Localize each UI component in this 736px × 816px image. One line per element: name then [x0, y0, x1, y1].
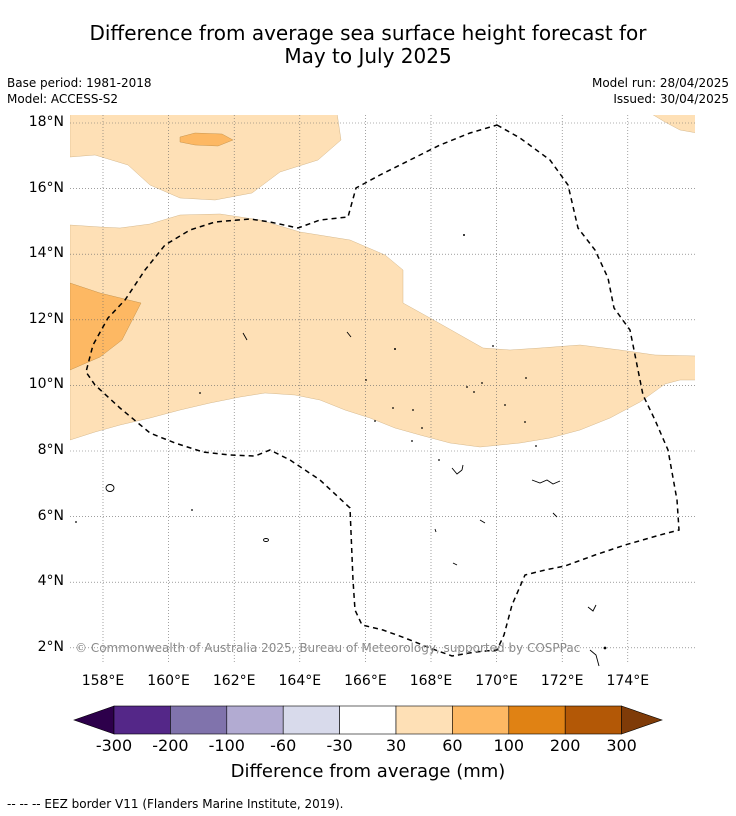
colorbar-bin: [282, 705, 340, 735]
islet: [466, 386, 468, 388]
longitude-label: 158°E: [81, 673, 125, 689]
copyright-notice: © Commonwealth of Australia 2025, Bureau…: [75, 641, 581, 655]
colorbar-tick: 60: [442, 736, 463, 755]
colorbar-bin: [226, 705, 284, 735]
colorbar-tick: -60: [270, 736, 297, 755]
islet: [421, 427, 423, 429]
colorbar-bin: [339, 705, 397, 735]
islet: [535, 445, 537, 447]
latitude-label: 8°N: [37, 442, 64, 458]
islet: [438, 459, 440, 461]
colorbar-bin: [564, 705, 622, 735]
colorbar-tick: 30: [385, 736, 407, 755]
longitude-label: 164°E: [278, 673, 322, 689]
islet: [394, 348, 396, 350]
islet: [481, 382, 483, 384]
colorbar-tick: -100: [208, 736, 245, 755]
anomaly-region-30-60: [652, 115, 695, 133]
islet: [411, 440, 413, 442]
latitude-label: 2°N: [37, 638, 64, 655]
eez-footnote: -- -- -- EEZ border V11 (Flanders Marine…: [7, 797, 344, 811]
colorbar-tick: -200: [152, 736, 189, 755]
colorbar-tick: 100: [493, 736, 525, 755]
islet: [463, 234, 465, 236]
colorbar-bin: [395, 705, 453, 735]
latitude-label: 4°N: [37, 573, 64, 590]
islands: [105, 331, 600, 667]
longitude-label: 162°E: [212, 673, 256, 689]
latitude-label: 16°N: [28, 179, 64, 196]
latitude-label: 10°N: [28, 376, 64, 393]
anomaly-fill: [70, 115, 695, 448]
island: [587, 604, 600, 667]
anomaly-region-30-60: [70, 115, 342, 201]
colorbar-bin: [452, 705, 510, 735]
islet: [412, 409, 414, 411]
colorbar-tick: 300: [606, 736, 637, 755]
model-run: Model run: 28/04/2025: [591, 76, 729, 90]
islet: [504, 404, 506, 406]
colorbar-tick: -300: [95, 736, 133, 755]
islets: [75, 234, 607, 650]
latitude-label: 18°N: [28, 114, 64, 130]
islet: [492, 345, 494, 347]
model-name: Model: ACCESS-S2: [7, 92, 119, 106]
base-period: Base period: 1981-2018: [7, 76, 152, 90]
colorbar-bin: [508, 705, 566, 735]
anomaly-region-60-100: [70, 282, 142, 371]
longitude-label: 172°E: [540, 673, 584, 689]
island: [105, 484, 115, 492]
islet: [392, 407, 394, 409]
chart-title: Difference from average sea surface heig…: [0, 22, 736, 68]
islet: [365, 379, 367, 381]
colorbar-extend-max: [621, 705, 663, 735]
title-line-2: May to July 2025: [284, 44, 452, 68]
islet: [473, 391, 475, 393]
latitude-label: 6°N: [37, 507, 64, 524]
island: [242, 331, 352, 341]
colorbar-bin: [170, 705, 228, 735]
longitude-label: 160°E: [147, 673, 190, 689]
anomaly-region-30-60: [70, 213, 695, 448]
title-line-1: Difference from average sea surface heig…: [89, 21, 647, 45]
island: [451, 464, 464, 475]
longitude-label: 174°E: [606, 673, 650, 689]
island: [434, 528, 458, 566]
colorbar-bin: [113, 705, 171, 735]
colorbar-tick: -30: [326, 736, 353, 755]
eez-border: [85, 124, 680, 657]
gridlines: [70, 115, 695, 662]
meta-right: Model run: 28/04/2025 Issued: 30/04/2025: [592, 75, 729, 107]
islet: [75, 521, 77, 523]
longitude-label: 170°E: [475, 673, 518, 689]
longitude-label: 166°E: [344, 673, 387, 689]
colorbar: [73, 705, 663, 735]
anomaly-region-60-100: [179, 132, 234, 147]
longitude-label: 168°E: [409, 673, 453, 689]
colorbar-extend-min: [73, 705, 115, 735]
latitude-label: 14°N: [28, 245, 64, 262]
islet: [191, 509, 193, 511]
island: [263, 538, 269, 542]
islet: [524, 421, 526, 423]
colorbar-label: Difference from average (mm): [230, 761, 506, 782]
islet: [525, 377, 527, 379]
island: [531, 479, 561, 485]
meta-left: Base period: 1981-2018 Model: ACCESS-S2: [7, 75, 152, 107]
islet: [603, 646, 607, 650]
issued-date: Issued: 30/04/2025: [613, 92, 729, 106]
colorbar-tick: 200: [549, 736, 581, 755]
island: [479, 512, 558, 524]
latitude-label: 12°N: [28, 310, 64, 327]
islet: [199, 392, 201, 394]
islet: [374, 420, 376, 422]
